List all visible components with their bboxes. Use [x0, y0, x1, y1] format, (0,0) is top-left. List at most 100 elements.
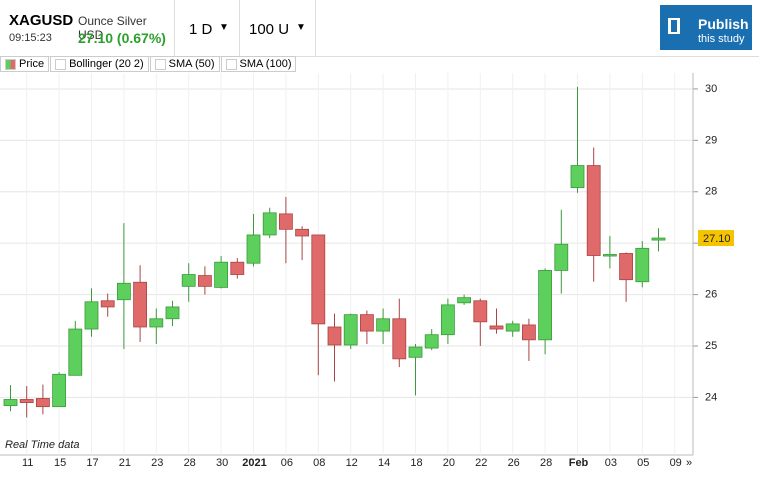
candle-body: [586, 165, 601, 256]
candle-body: [570, 165, 585, 189]
y-tick-label: 26: [705, 288, 717, 300]
y-tick-label: 24: [705, 391, 717, 403]
legend-item[interactable]: SMA (50): [149, 56, 220, 72]
candle-body: [635, 247, 650, 283]
candle-body: [424, 334, 439, 349]
price-change: 27.10 (0.67%): [78, 30, 166, 46]
candle-body: [457, 297, 472, 304]
last-price-tag: [698, 230, 734, 247]
candle-body: [343, 314, 358, 346]
x-tick-label: 06: [281, 457, 293, 469]
x-tick-label: 18: [410, 457, 422, 469]
units-dropdown[interactable]: 100 U ▼: [240, 0, 316, 56]
legend-swatch: [5, 58, 16, 70]
candle-body: [603, 254, 617, 257]
interval-dropdown[interactable]: 1 D ▼: [175, 0, 240, 56]
candle-body: [230, 261, 245, 275]
publish-label: Publish: [698, 16, 749, 32]
legend-label: Price: [19, 58, 45, 70]
candle-body: [554, 243, 569, 271]
x-tick-label: 2021: [242, 457, 266, 469]
candle-body: [133, 281, 148, 328]
x-tick-label: 03: [605, 457, 617, 469]
publish-sublabel: this study: [698, 33, 745, 45]
candle-body: [149, 318, 164, 328]
x-tick-label: 21: [119, 457, 131, 469]
candle-body: [100, 300, 115, 308]
candle-body: [197, 275, 212, 287]
candle-body: [68, 328, 83, 376]
x-tick-label: 15: [54, 457, 66, 469]
legend-item[interactable]: Price: [0, 56, 50, 72]
units: 100 U: [249, 21, 290, 38]
x-tick-label: 05: [637, 457, 649, 469]
legend-swatch: [225, 58, 237, 70]
candle-body: [19, 399, 34, 403]
header: XAGUSD 09:15:23 Ounce Silver USD 27.10 (…: [0, 0, 759, 57]
instrument-name: Ounce Silver USD: [78, 14, 147, 42]
x-tick-label: 26: [508, 457, 520, 469]
scroll-more: »: [686, 457, 692, 469]
y-tick-label: 30: [705, 83, 717, 95]
legend: Price Bollinger (20 2) SMA (50) SMA (100): [0, 56, 297, 72]
caret: ▼: [219, 22, 229, 33]
publish-button[interactable]: Publish this study: [660, 5, 752, 50]
x-tick-label: 23: [151, 457, 163, 469]
candle-body: [84, 301, 99, 330]
candle-body: [36, 398, 50, 408]
symbol-cell: XAGUSD 09:15:23 Ounce Silver USD 27.10 (…: [0, 0, 175, 56]
candle-body: [311, 234, 326, 325]
candle-body: [538, 270, 552, 341]
candle-body: [3, 399, 18, 407]
legend-label: SMA (50): [168, 58, 215, 70]
candle-body: [408, 346, 423, 358]
caret: ▼: [296, 22, 306, 33]
symbol: XAGUSD: [9, 12, 74, 29]
legend-label: SMA (100): [239, 58, 292, 70]
candle-body: [278, 213, 293, 230]
candle-body: [522, 324, 536, 341]
candle-body: [327, 326, 342, 346]
time: 09:15:23: [9, 32, 52, 44]
x-tick-label: 30: [216, 457, 228, 469]
legend-label: Bollinger (20 2): [69, 58, 144, 70]
x-tick-label: 17: [86, 457, 98, 469]
candle-body: [392, 318, 407, 360]
y-tick-label: 29: [705, 134, 717, 146]
legend-swatch: [55, 58, 67, 70]
candle-body: [505, 323, 520, 332]
candle-body: [376, 318, 391, 332]
y-tick-label: 28: [705, 186, 717, 198]
x-tick-label: 28: [540, 457, 552, 469]
publish-icon: [668, 18, 680, 34]
candle-body: [489, 325, 504, 330]
legend-item[interactable]: SMA (100): [220, 56, 297, 72]
candle-body: [52, 373, 66, 408]
x-tick-label: 08: [313, 457, 325, 469]
legend-swatch: [154, 58, 166, 70]
candle-body: [165, 306, 180, 320]
annotation: Real Time data: [5, 439, 80, 451]
x-tick-label: 22: [475, 457, 487, 469]
candle-body: [181, 274, 196, 287]
x-tick-label: Feb: [569, 457, 589, 469]
y-tick-label: 25: [705, 340, 717, 352]
candle-body: [619, 253, 633, 281]
last-price-label: 27.10: [703, 233, 731, 245]
x-tick-label: 11: [22, 457, 33, 469]
candle-body: [214, 261, 229, 288]
x-tick-label: 28: [184, 457, 196, 469]
x-tick-label: 14: [378, 457, 390, 469]
candle-body: [651, 237, 666, 241]
x-tick-label: 20: [443, 457, 455, 469]
candle-body: [262, 212, 277, 236]
candle-body: [295, 228, 310, 237]
legend-item[interactable]: Bollinger (20 2): [50, 56, 149, 72]
candle-body: [473, 300, 488, 323]
y-tick-label: 27: [705, 237, 717, 249]
candle-body: [246, 234, 261, 264]
x-tick-label: 12: [346, 457, 358, 469]
interval: 1 D: [189, 21, 213, 38]
candle-body: [440, 304, 455, 336]
